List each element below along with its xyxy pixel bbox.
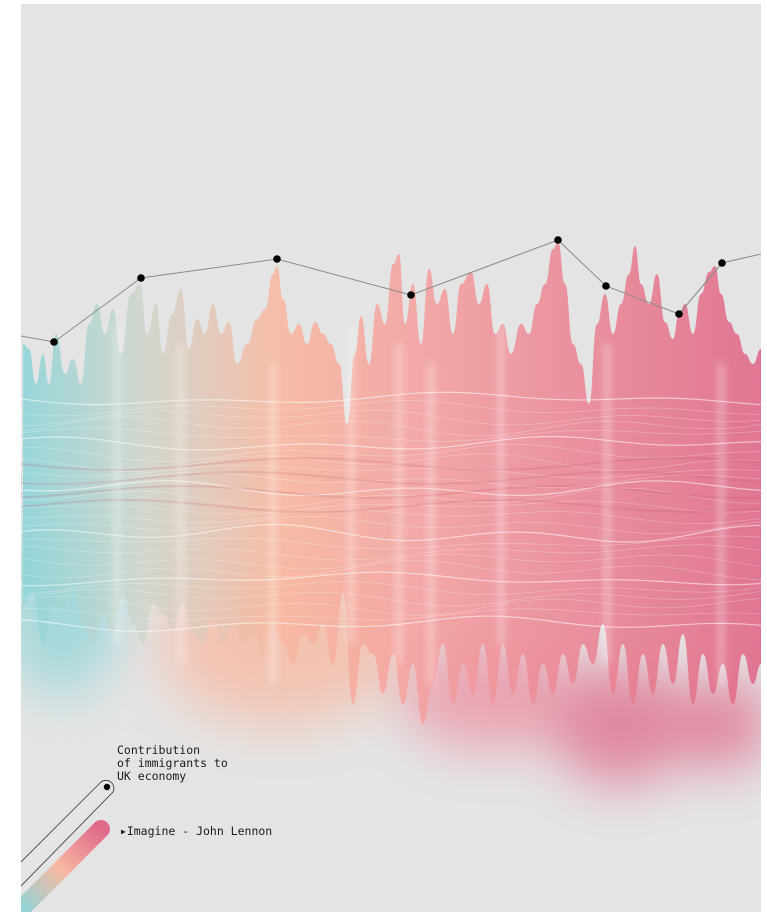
waveform-body bbox=[23, 242, 761, 724]
song-label: ▶Imagine - John Lennon bbox=[121, 825, 272, 838]
legend-line-swatch bbox=[21, 779, 115, 887]
legend-gradient-swatch bbox=[21, 820, 110, 912]
line-marker bbox=[50, 338, 58, 346]
wave-dark-bands bbox=[21, 456, 761, 513]
label-line-1: Contribution bbox=[117, 743, 201, 757]
line-marker bbox=[675, 310, 683, 318]
contribution-line bbox=[21, 239, 761, 343]
line-marker bbox=[602, 282, 610, 290]
wave-bands bbox=[21, 391, 761, 633]
line-marker bbox=[554, 236, 562, 244]
legend-graphics bbox=[21, 779, 115, 912]
song-title: Imagine - John Lennon bbox=[126, 824, 273, 838]
immigrant-contribution-label: Contribution of immigrants to UK economy bbox=[117, 744, 228, 783]
legend-marker bbox=[103, 783, 111, 791]
label-line-2: of immigrants to bbox=[117, 756, 228, 770]
wave-highlights bbox=[115, 324, 723, 684]
line-marker bbox=[137, 274, 145, 282]
line-marker bbox=[273, 255, 281, 263]
line-marker bbox=[718, 259, 726, 267]
play-triangle-icon: ▶ bbox=[121, 827, 126, 836]
line-marker bbox=[407, 291, 415, 299]
label-line-3: UK economy bbox=[117, 769, 187, 783]
visualization-canvas: Contribution of immigrants to UK economy… bbox=[21, 4, 761, 912]
contribution-markers bbox=[50, 236, 726, 346]
sound-wave-visualization bbox=[21, 236, 761, 912]
